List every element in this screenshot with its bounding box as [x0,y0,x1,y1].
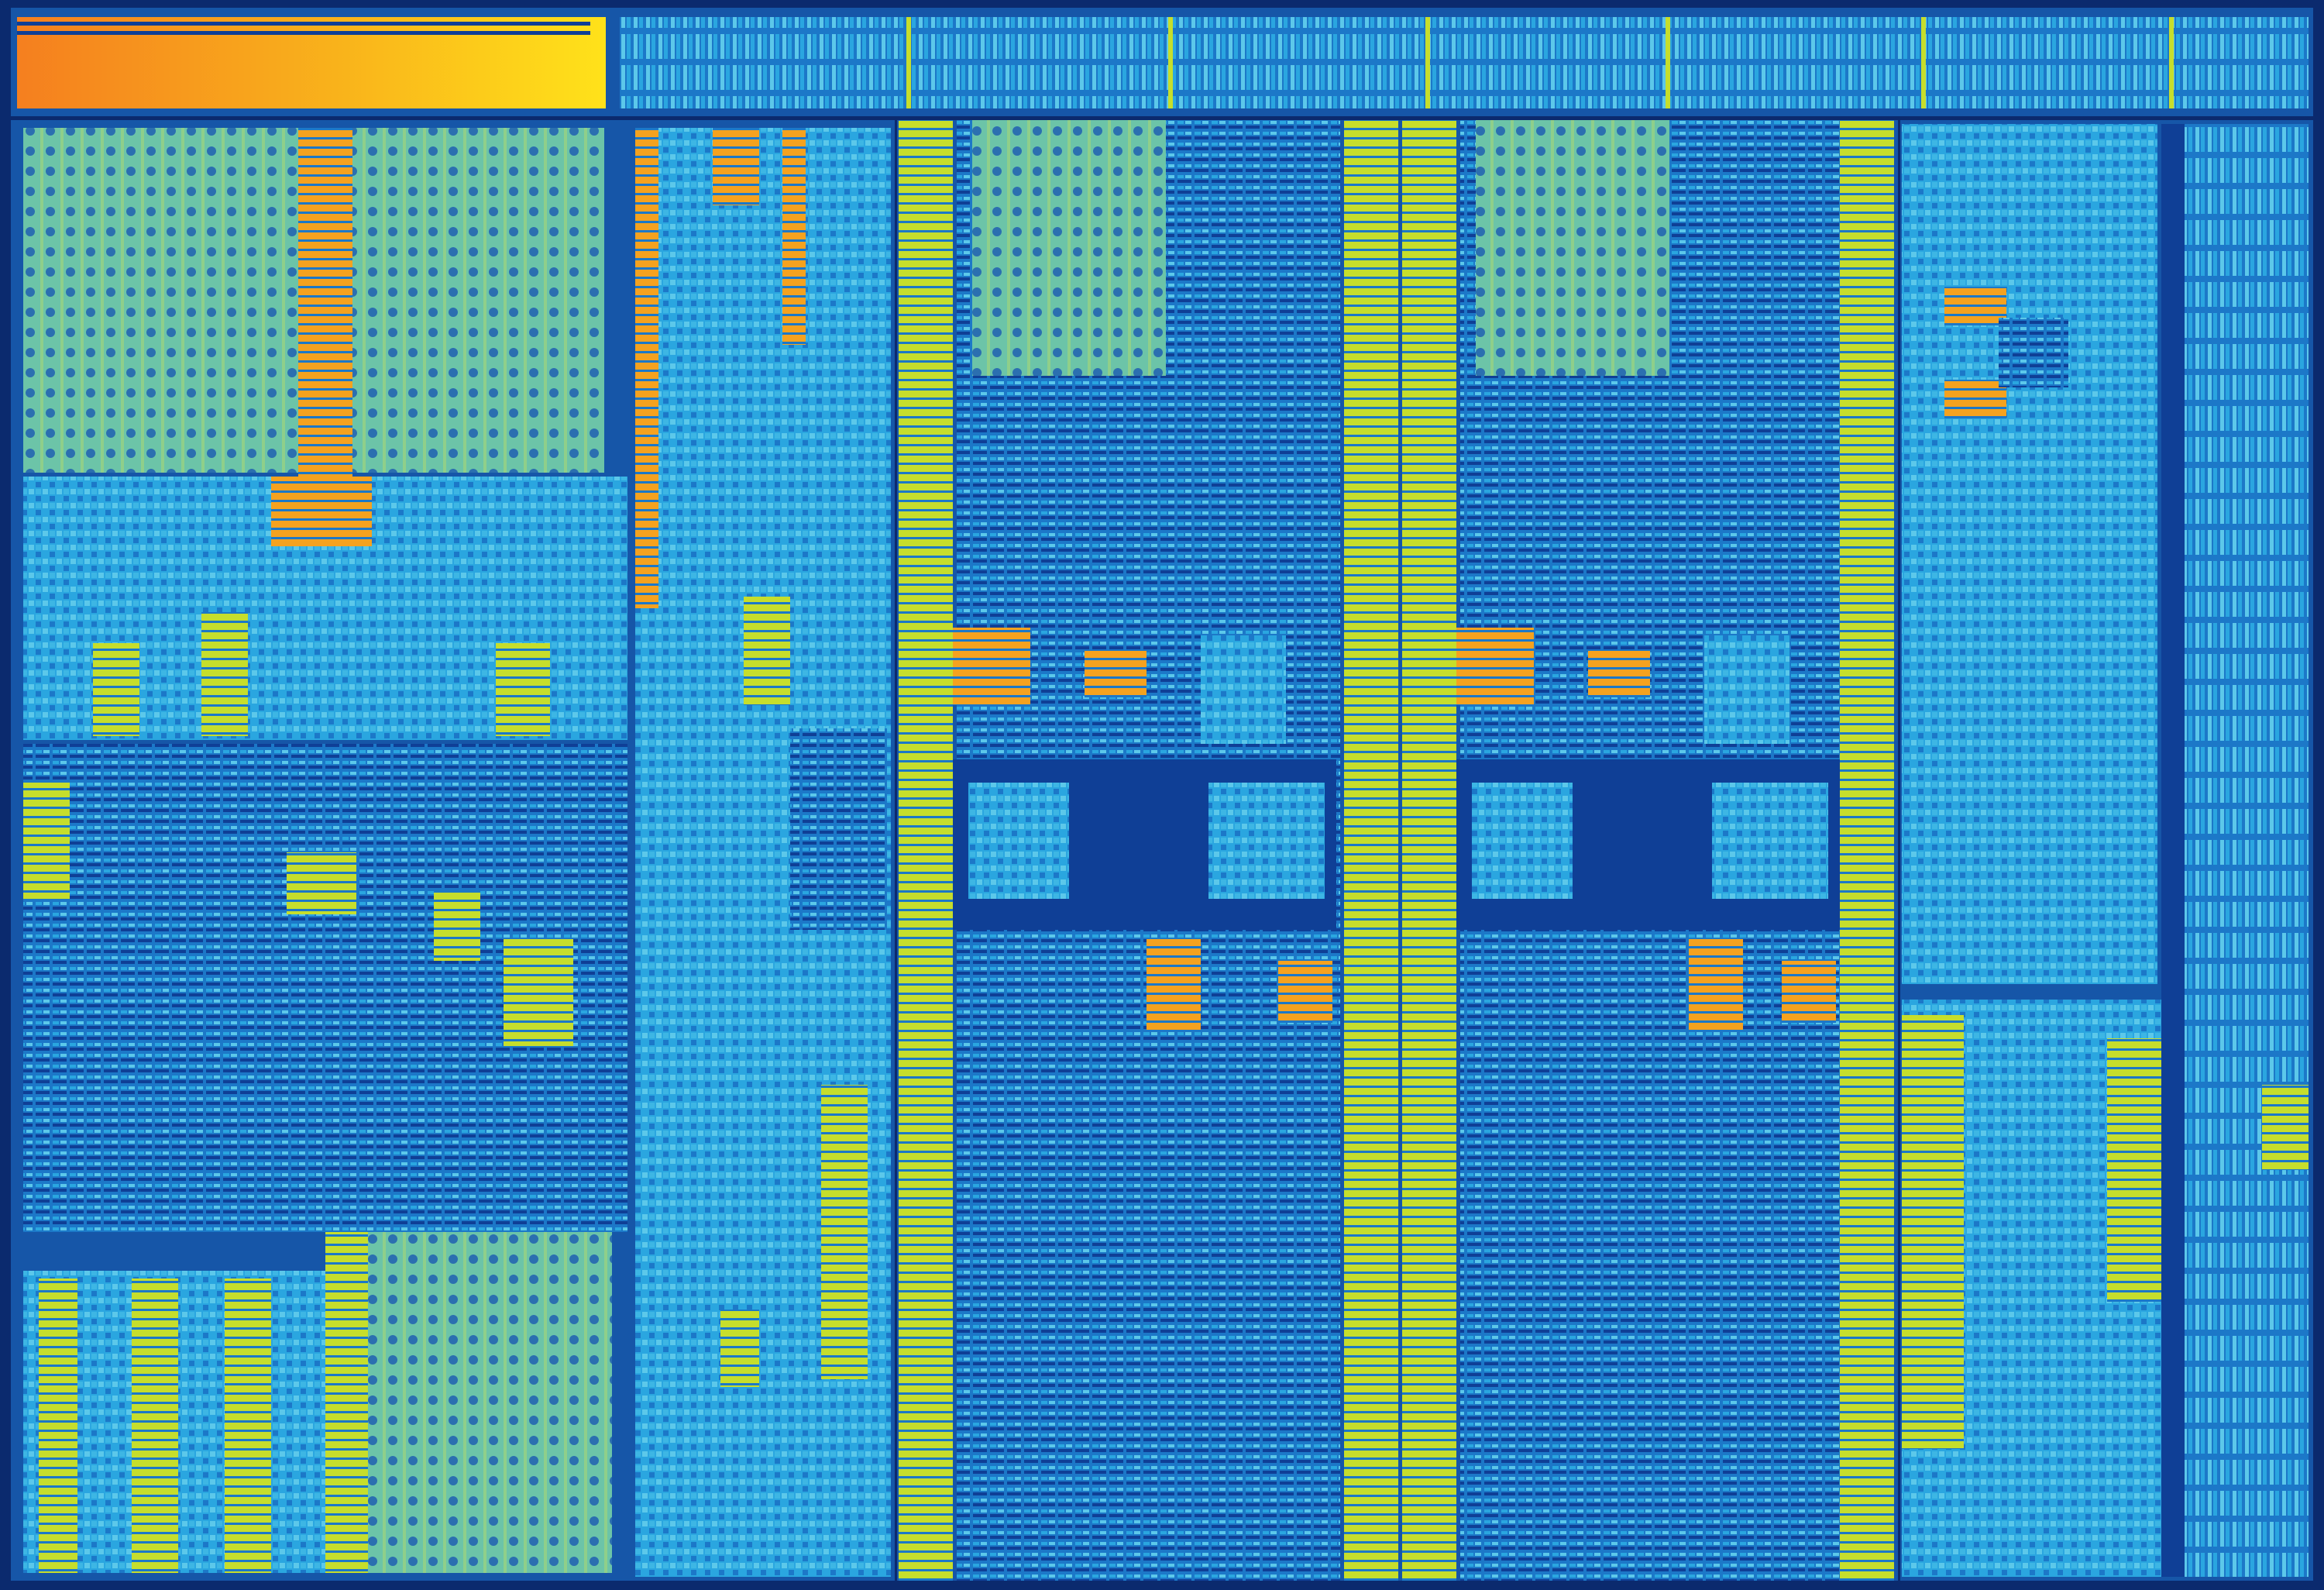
top-io-strip [620,17,2309,108]
orange-gradient-banner [17,17,606,108]
cache-column-2 [1344,120,1398,1581]
upper-left-memory-blocks [23,128,302,473]
cache-column-1 [899,120,953,1581]
cache-column-4 [1840,120,1894,1581]
right-upper-block [1902,124,2157,984]
cache-column-3 [1402,120,1456,1581]
far-right-io-strip [2161,124,2309,1577]
